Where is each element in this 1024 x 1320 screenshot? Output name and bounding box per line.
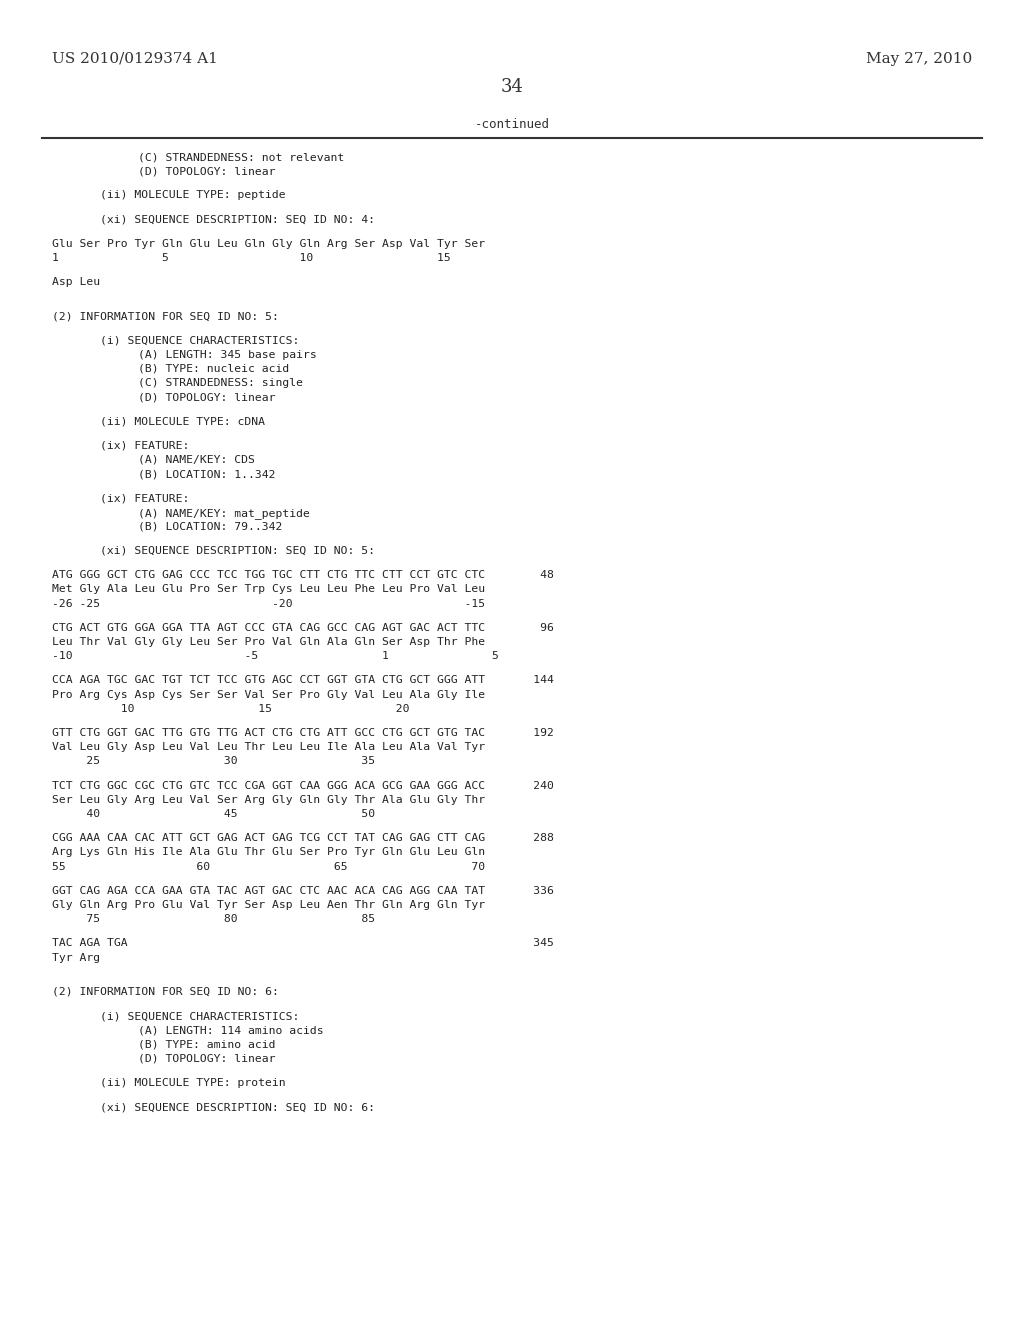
Text: ATG GGG GCT CTG GAG CCC TCC TGG TGC CTT CTG TTC CTT CCT GTC CTC        48: ATG GGG GCT CTG GAG CCC TCC TGG TGC CTT … [52, 570, 554, 581]
Text: 25                  30                  35: 25 30 35 [52, 756, 375, 767]
Text: CCA AGA TGC GAC TGT TCT TCC GTG AGC CCT GGT GTA CTG GCT GGG ATT       144: CCA AGA TGC GAC TGT TCT TCC GTG AGC CCT … [52, 676, 554, 685]
Text: -26 -25                         -20                         -15: -26 -25 -20 -15 [52, 598, 485, 609]
Text: (B) TYPE: nucleic acid: (B) TYPE: nucleic acid [138, 364, 289, 374]
Text: Val Leu Gly Asp Leu Val Leu Thr Leu Leu Ile Ala Leu Ala Val Tyr: Val Leu Gly Asp Leu Val Leu Thr Leu Leu … [52, 742, 485, 752]
Text: (2) INFORMATION FOR SEQ ID NO: 5:: (2) INFORMATION FOR SEQ ID NO: 5: [52, 312, 279, 321]
Text: Glu Ser Pro Tyr Gln Glu Leu Gln Gly Gln Arg Ser Asp Val Tyr Ser: Glu Ser Pro Tyr Gln Glu Leu Gln Gly Gln … [52, 239, 485, 248]
Text: US 2010/0129374 A1: US 2010/0129374 A1 [52, 51, 218, 66]
Text: 34: 34 [501, 78, 523, 96]
Text: 55                   60                  65                  70: 55 60 65 70 [52, 862, 485, 871]
Text: Tyr Arg: Tyr Arg [52, 953, 100, 962]
Text: CGG AAA CAA CAC ATT GCT GAG ACT GAG TCG CCT TAT CAG GAG CTT CAG       288: CGG AAA CAA CAC ATT GCT GAG ACT GAG TCG … [52, 833, 554, 843]
Text: (ii) MOLECULE TYPE: peptide: (ii) MOLECULE TYPE: peptide [100, 190, 286, 201]
Text: (i) SEQUENCE CHARACTERISTICS:: (i) SEQUENCE CHARACTERISTICS: [100, 335, 299, 346]
Text: (B) LOCATION: 79..342: (B) LOCATION: 79..342 [138, 521, 283, 532]
Text: (ii) MOLECULE TYPE: protein: (ii) MOLECULE TYPE: protein [100, 1078, 286, 1088]
Text: 10                  15                  20: 10 15 20 [52, 704, 410, 714]
Text: (A) LENGTH: 114 amino acids: (A) LENGTH: 114 amino acids [138, 1026, 324, 1035]
Text: -10                         -5                  1               5: -10 -5 1 5 [52, 651, 499, 661]
Text: (2) INFORMATION FOR SEQ ID NO: 6:: (2) INFORMATION FOR SEQ ID NO: 6: [52, 987, 279, 997]
Text: (ix) FEATURE:: (ix) FEATURE: [100, 441, 189, 451]
Text: TCT CTG GGC CGC CTG GTC TCC CGA GGT CAA GGG ACA GCG GAA GGG ACC       240: TCT CTG GGC CGC CTG GTC TCC CGA GGT CAA … [52, 780, 554, 791]
Text: (B) LOCATION: 1..342: (B) LOCATION: 1..342 [138, 469, 275, 479]
Text: (i) SEQUENCE CHARACTERISTICS:: (i) SEQUENCE CHARACTERISTICS: [100, 1011, 299, 1020]
Text: May 27, 2010: May 27, 2010 [865, 51, 972, 66]
Text: (B) TYPE: amino acid: (B) TYPE: amino acid [138, 1039, 275, 1049]
Text: (xi) SEQUENCE DESCRIPTION: SEQ ID NO: 6:: (xi) SEQUENCE DESCRIPTION: SEQ ID NO: 6: [100, 1102, 375, 1111]
Text: CTG ACT GTG GGA GGA TTA AGT CCC GTA CAG GCC CAG AGT GAC ACT TTC        96: CTG ACT GTG GGA GGA TTA AGT CCC GTA CAG … [52, 623, 554, 632]
Text: (A) NAME/KEY: mat_peptide: (A) NAME/KEY: mat_peptide [138, 508, 310, 519]
Text: (C) STRANDEDNESS: not relevant: (C) STRANDEDNESS: not relevant [138, 152, 344, 162]
Text: (xi) SEQUENCE DESCRIPTION: SEQ ID NO: 4:: (xi) SEQUENCE DESCRIPTION: SEQ ID NO: 4: [100, 215, 375, 224]
Text: 75                  80                  85: 75 80 85 [52, 915, 375, 924]
Text: (ix) FEATURE:: (ix) FEATURE: [100, 494, 189, 503]
Text: TAC AGA TGA                                                           345: TAC AGA TGA 345 [52, 939, 554, 948]
Text: Pro Arg Cys Asp Cys Ser Ser Val Ser Pro Gly Val Leu Ala Gly Ile: Pro Arg Cys Asp Cys Ser Ser Val Ser Pro … [52, 689, 485, 700]
Text: Met Gly Ala Leu Glu Pro Ser Trp Cys Leu Leu Phe Leu Pro Val Leu: Met Gly Ala Leu Glu Pro Ser Trp Cys Leu … [52, 585, 485, 594]
Text: Asp Leu: Asp Leu [52, 277, 100, 288]
Text: (D) TOPOLOGY: linear: (D) TOPOLOGY: linear [138, 166, 275, 176]
Text: GGT CAG AGA CCA GAA GTA TAC AGT GAC CTC AAC ACA CAG AGG CAA TAT       336: GGT CAG AGA CCA GAA GTA TAC AGT GAC CTC … [52, 886, 554, 896]
Text: 40                  45                  50: 40 45 50 [52, 809, 375, 818]
Text: 1               5                   10                  15: 1 5 10 15 [52, 253, 451, 263]
Text: Arg Lys Gln His Ile Ala Glu Thr Glu Ser Pro Tyr Gln Glu Leu Gln: Arg Lys Gln His Ile Ala Glu Thr Glu Ser … [52, 847, 485, 858]
Text: (A) LENGTH: 345 base pairs: (A) LENGTH: 345 base pairs [138, 350, 316, 360]
Text: (A) NAME/KEY: CDS: (A) NAME/KEY: CDS [138, 455, 255, 465]
Text: (xi) SEQUENCE DESCRIPTION: SEQ ID NO: 5:: (xi) SEQUENCE DESCRIPTION: SEQ ID NO: 5: [100, 546, 375, 556]
Text: Ser Leu Gly Arg Leu Val Ser Arg Gly Gln Gly Thr Ala Glu Gly Thr: Ser Leu Gly Arg Leu Val Ser Arg Gly Gln … [52, 795, 485, 805]
Text: (ii) MOLECULE TYPE: cDNA: (ii) MOLECULE TYPE: cDNA [100, 417, 265, 426]
Text: -continued: -continued [474, 117, 550, 131]
Text: (D) TOPOLOGY: linear: (D) TOPOLOGY: linear [138, 392, 275, 403]
Text: GTT CTG GGT GAC TTG GTG TTG ACT CTG CTG ATT GCC CTG GCT GTG TAC       192: GTT CTG GGT GAC TTG GTG TTG ACT CTG CTG … [52, 729, 554, 738]
Text: (D) TOPOLOGY: linear: (D) TOPOLOGY: linear [138, 1053, 275, 1064]
Text: (C) STRANDEDNESS: single: (C) STRANDEDNESS: single [138, 379, 303, 388]
Text: Leu Thr Val Gly Gly Leu Ser Pro Val Gln Ala Gln Ser Asp Thr Phe: Leu Thr Val Gly Gly Leu Ser Pro Val Gln … [52, 638, 485, 647]
Text: Gly Gln Arg Pro Glu Val Tyr Ser Asp Leu Aen Thr Gln Arg Gln Tyr: Gly Gln Arg Pro Glu Val Tyr Ser Asp Leu … [52, 900, 485, 909]
